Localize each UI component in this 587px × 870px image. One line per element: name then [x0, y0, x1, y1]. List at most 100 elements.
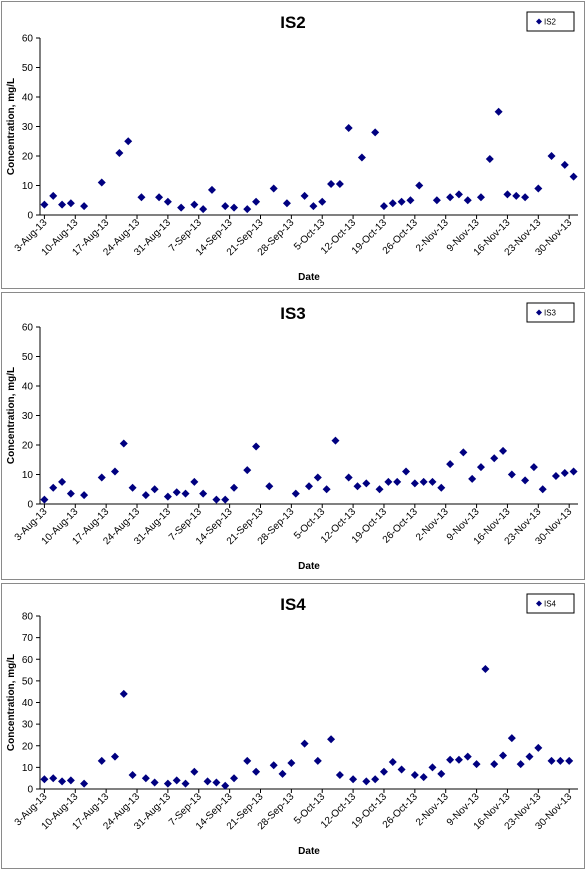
data-point — [40, 495, 49, 504]
data-point — [137, 193, 146, 202]
y-tick-label: 10 — [22, 763, 34, 774]
legend-marker — [536, 600, 542, 607]
y-tick-label: 0 — [27, 211, 33, 222]
data-point — [551, 471, 560, 480]
data-point — [397, 197, 406, 206]
data-point — [534, 184, 543, 193]
data-point — [335, 180, 344, 189]
data-point — [243, 756, 252, 765]
data-point — [221, 202, 230, 211]
data-point — [230, 483, 239, 492]
data-point — [309, 202, 318, 211]
x-axis-title: Date — [298, 846, 320, 857]
data-point — [269, 184, 278, 193]
data-point — [371, 775, 380, 784]
data-point — [560, 160, 569, 169]
data-point — [446, 755, 455, 764]
chart-title: IS3 — [280, 304, 306, 323]
x-axis-title: Date — [298, 561, 320, 572]
data-point — [335, 770, 344, 779]
data-point — [97, 178, 106, 187]
data-point — [40, 775, 49, 784]
data-point — [565, 756, 574, 765]
data-point — [410, 770, 419, 779]
data-point — [190, 200, 199, 209]
data-point — [181, 489, 190, 498]
data-point — [252, 767, 261, 776]
data-point — [521, 476, 530, 485]
data-point — [419, 773, 428, 782]
y-tick-label: 40 — [22, 698, 34, 709]
data-point — [406, 196, 415, 205]
data-point — [58, 777, 67, 786]
data-point — [243, 466, 252, 475]
data-point — [454, 755, 463, 764]
data-point — [468, 474, 477, 483]
legend-box — [526, 11, 575, 32]
y-tick-label: 30 — [22, 122, 34, 133]
data-point — [124, 137, 133, 146]
data-point — [463, 752, 472, 761]
data-point — [349, 775, 358, 784]
data-point — [410, 479, 419, 488]
data-point — [419, 477, 428, 486]
data-point — [503, 190, 512, 199]
data-point — [432, 196, 441, 205]
data-point — [525, 752, 534, 761]
data-point — [490, 454, 499, 463]
data-point — [155, 193, 164, 202]
y-tick-label: 20 — [22, 152, 34, 163]
chart-title: IS4 — [280, 595, 306, 614]
data-point — [203, 777, 212, 786]
y-tick-label: 60 — [22, 323, 34, 334]
x-tick-label: 2-Nov-13 — [414, 506, 451, 543]
data-point — [40, 200, 49, 209]
y-tick-label: 60 — [22, 34, 34, 45]
data-point — [291, 489, 300, 498]
data-point — [362, 777, 371, 786]
data-point — [221, 781, 230, 790]
data-point — [353, 482, 362, 491]
chart-panel-is2: IS2 0 10 20 30 40 50 60 3-Aug-13 10-Aug-13 17-Aug-… — [1, 1, 585, 289]
data-point — [481, 664, 490, 673]
legend-label: IS3 — [544, 309, 557, 318]
data-point — [80, 202, 89, 211]
data-point — [97, 473, 106, 482]
data-point — [388, 199, 397, 208]
chart-panel-is4: IS4 0 10 20 30 40 50 60 70 80 3-Aug-13 10-Aug-13 17-… — [1, 583, 585, 869]
data-point — [547, 152, 556, 160]
legend-box — [526, 302, 575, 323]
chart-is3: IS301020304050603-Aug-1310-Aug-1317-Aug-… — [6, 302, 578, 572]
data-point — [119, 439, 128, 448]
data-point — [58, 477, 67, 486]
data-point — [318, 197, 327, 206]
chart-panel-is3: IS3 0 10 20 30 40 50 60 3-Aug-13 10-Aug-13 17-Aug-… — [1, 292, 585, 580]
data-point — [150, 778, 159, 787]
data-point — [110, 752, 119, 761]
data-point — [300, 739, 309, 748]
data-point — [362, 479, 371, 488]
y-tick-label: 50 — [22, 352, 34, 363]
y-tick-label: 20 — [22, 441, 34, 452]
y-tick-label: 40 — [22, 382, 34, 393]
data-point — [278, 769, 287, 778]
data-point — [287, 759, 296, 768]
data-point — [141, 491, 150, 500]
data-point — [357, 153, 366, 162]
data-point — [446, 460, 455, 469]
data-point — [499, 446, 508, 455]
chart-title: IS2 — [280, 13, 306, 32]
data-point — [163, 492, 172, 501]
data-point — [393, 477, 402, 486]
data-point — [230, 774, 239, 783]
y-tick-label: 50 — [22, 676, 34, 687]
data-point — [163, 197, 172, 206]
data-point — [128, 770, 137, 779]
y-tick-label: 40 — [22, 93, 34, 104]
data-point — [119, 689, 128, 698]
data-point — [128, 483, 137, 492]
data-point — [313, 473, 322, 482]
data-point — [66, 199, 75, 208]
data-point — [529, 463, 538, 472]
data-point — [472, 760, 481, 769]
